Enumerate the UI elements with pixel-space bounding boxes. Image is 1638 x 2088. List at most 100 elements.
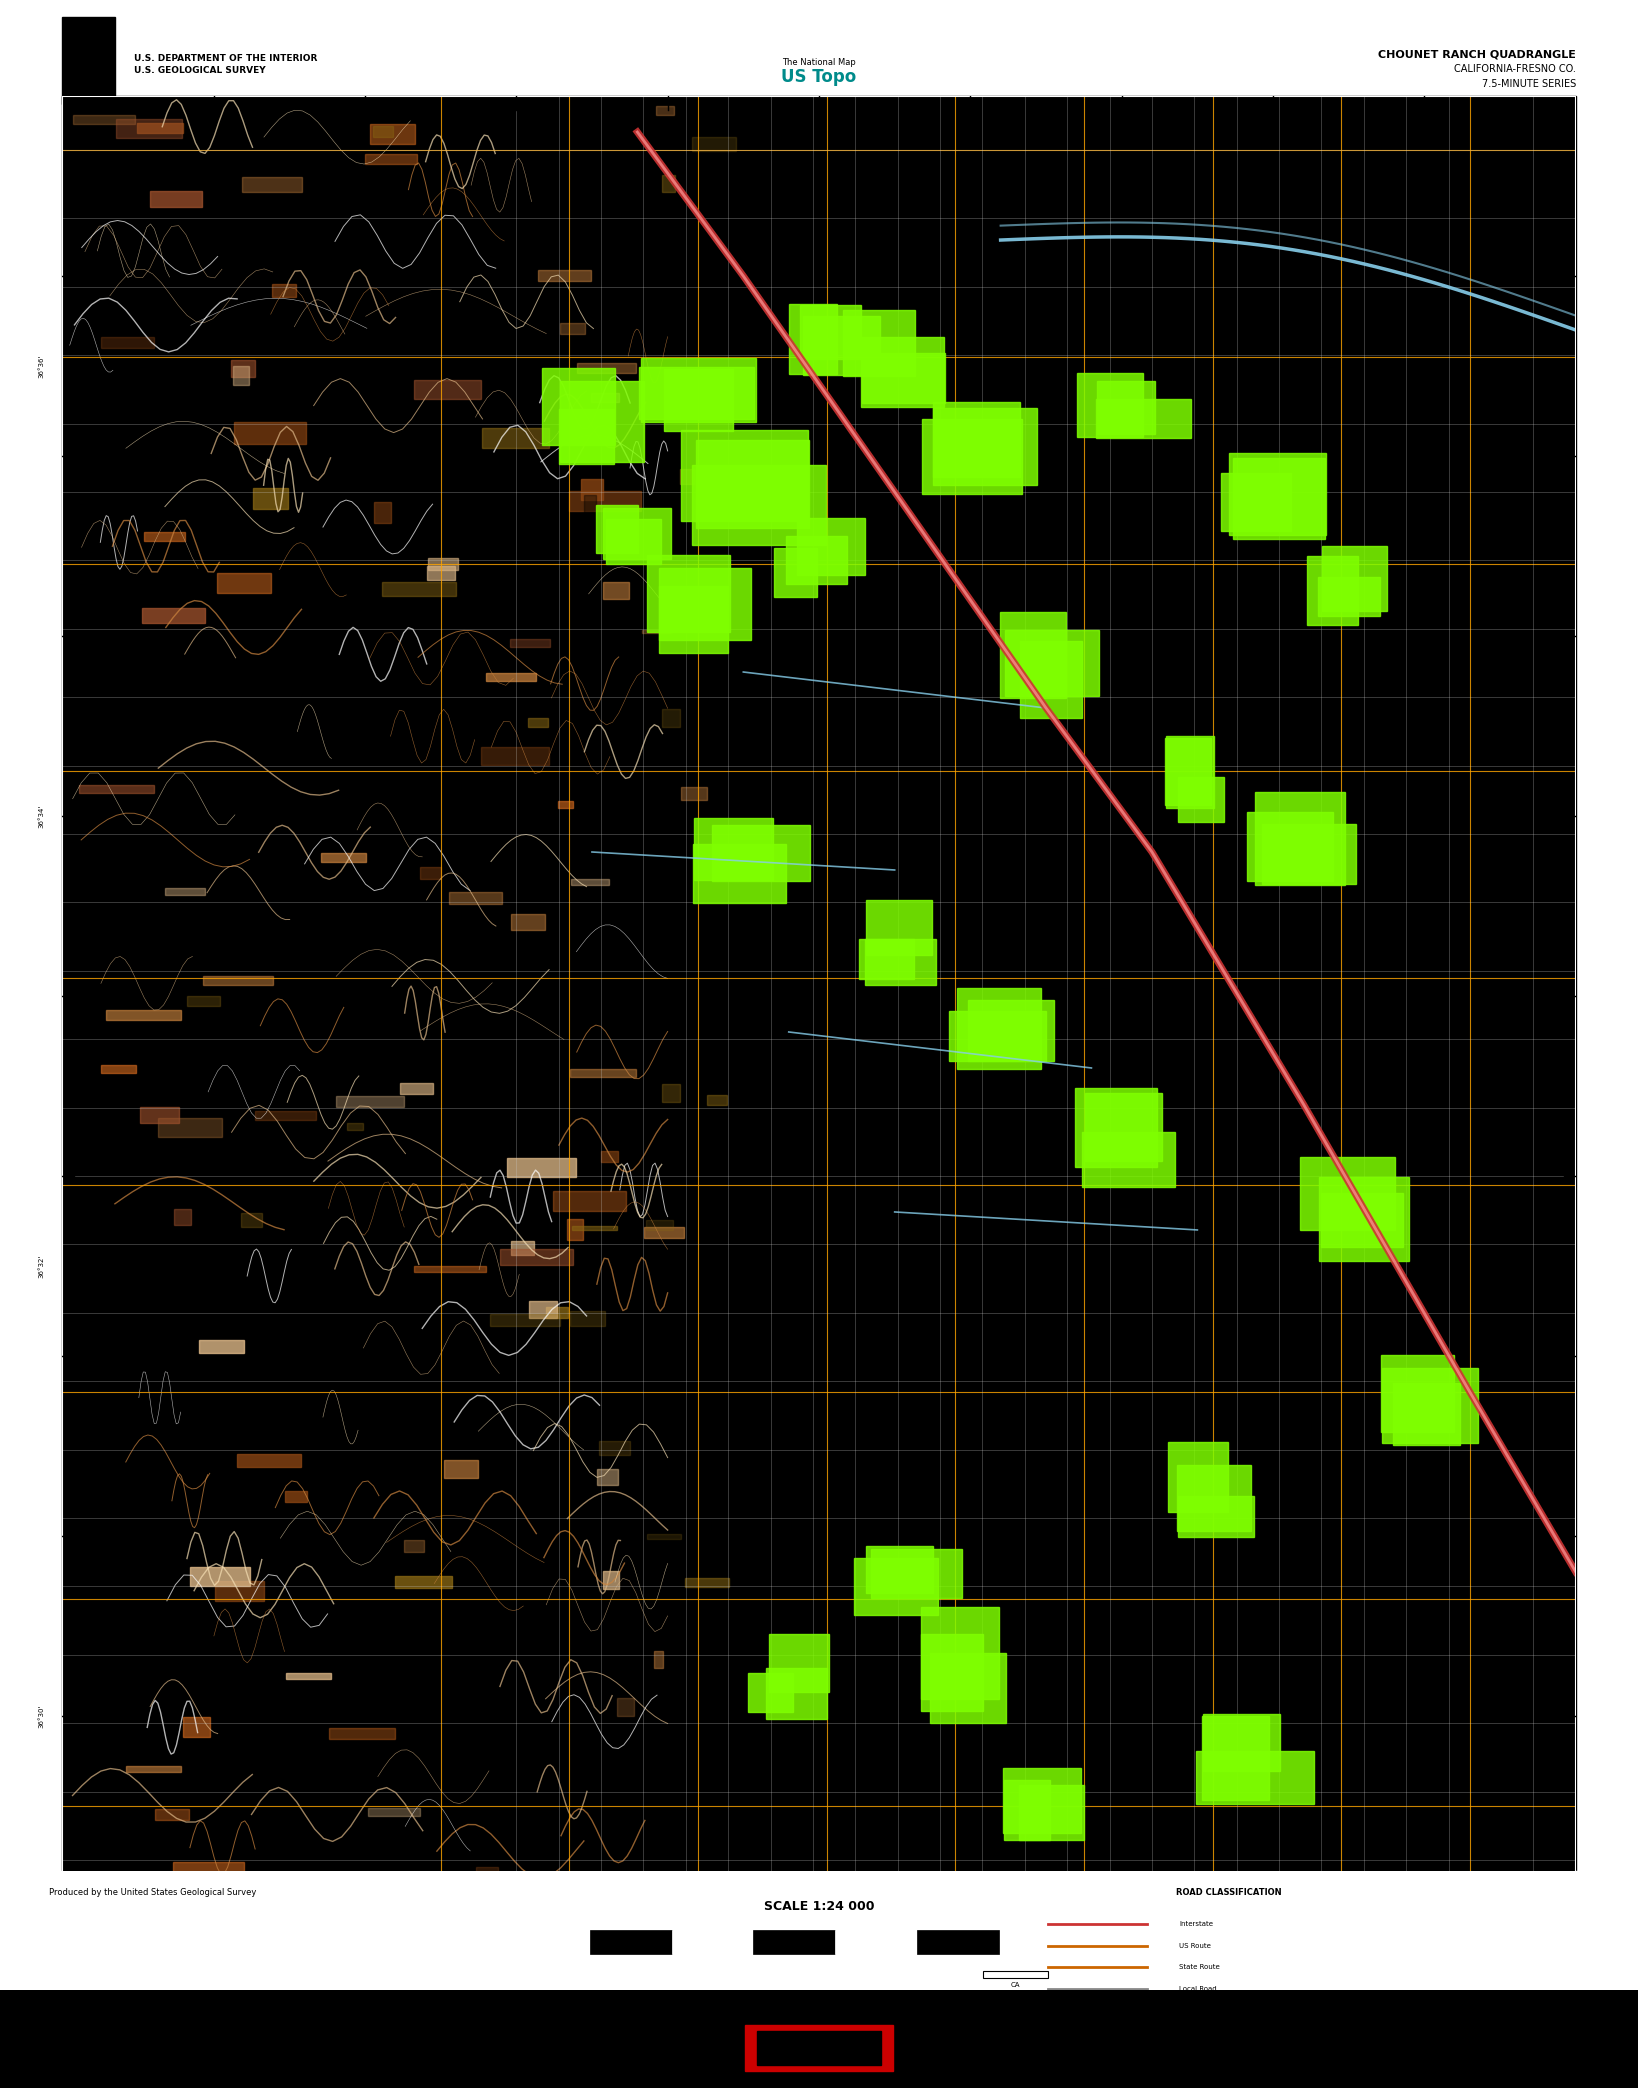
Bar xyxy=(138,123,183,134)
Bar xyxy=(552,1190,626,1211)
Bar xyxy=(511,1240,534,1255)
Text: 119°53': 119°53' xyxy=(578,1917,606,1923)
Bar xyxy=(0,1871,1638,1984)
Bar xyxy=(1075,1088,1158,1167)
Text: CHOUNET RANCH QUADRANGLE: CHOUNET RANCH QUADRANGLE xyxy=(1378,50,1576,58)
Bar xyxy=(347,1123,364,1130)
Bar xyxy=(1019,1785,1084,1840)
Bar xyxy=(693,466,826,545)
Bar xyxy=(370,123,414,144)
Bar xyxy=(1247,812,1332,881)
Bar xyxy=(165,887,205,894)
Bar xyxy=(1228,453,1325,535)
Text: State Route: State Route xyxy=(1179,1965,1220,1971)
Bar xyxy=(790,303,837,374)
Bar xyxy=(775,549,817,597)
Bar xyxy=(106,1011,180,1019)
Bar xyxy=(581,480,603,499)
Bar xyxy=(640,357,755,422)
Bar xyxy=(511,915,545,929)
Bar xyxy=(757,2032,881,2065)
Bar xyxy=(116,119,182,138)
Bar xyxy=(568,491,640,512)
Bar xyxy=(1096,399,1191,438)
Bar xyxy=(1076,374,1143,436)
Bar xyxy=(968,1000,1053,1061)
Bar xyxy=(603,583,629,599)
Bar xyxy=(691,136,735,150)
Bar xyxy=(958,988,1040,1069)
Bar xyxy=(238,1453,301,1466)
Bar xyxy=(636,1363,670,1378)
Bar xyxy=(79,785,154,793)
Bar xyxy=(603,507,670,560)
Bar xyxy=(100,336,154,349)
Bar xyxy=(1381,1355,1455,1432)
Text: U.S. DEPARTMENT OF THE INTERIOR: U.S. DEPARTMENT OF THE INTERIOR xyxy=(134,54,318,63)
Bar xyxy=(242,177,301,192)
Bar xyxy=(215,1581,264,1601)
Bar xyxy=(1263,823,1356,883)
Bar xyxy=(1020,641,1083,718)
Bar xyxy=(1319,1178,1409,1261)
Text: 36°30': 36°30' xyxy=(38,1704,44,1727)
Bar xyxy=(570,1069,636,1077)
Bar xyxy=(867,1545,934,1593)
Bar xyxy=(475,1867,498,1873)
Bar xyxy=(373,501,391,524)
Bar xyxy=(1322,547,1387,612)
Text: CALIFORNIA-FRESNO CO.: CALIFORNIA-FRESNO CO. xyxy=(1455,65,1576,73)
Bar xyxy=(560,324,585,334)
Bar xyxy=(252,489,288,509)
Bar xyxy=(1178,1495,1255,1537)
Bar xyxy=(143,608,205,622)
Bar xyxy=(1255,791,1345,885)
Bar xyxy=(555,1727,570,1737)
Bar xyxy=(1178,777,1224,823)
Bar xyxy=(606,1888,636,1900)
Bar xyxy=(233,365,249,384)
Bar xyxy=(662,1084,680,1102)
Bar xyxy=(950,1011,1047,1061)
Bar xyxy=(1202,1716,1269,1800)
Bar xyxy=(662,175,675,192)
Text: 119°49': 119°49' xyxy=(1335,1917,1363,1923)
Bar xyxy=(537,1854,568,1862)
Text: US Route: US Route xyxy=(1179,1942,1210,1948)
Bar xyxy=(272,284,296,296)
Bar xyxy=(1319,576,1381,616)
Bar xyxy=(632,301,644,315)
Bar xyxy=(570,879,609,885)
Bar xyxy=(644,1228,685,1238)
Bar xyxy=(865,940,937,986)
Bar xyxy=(139,1107,179,1123)
Bar xyxy=(749,1672,793,1712)
Bar xyxy=(172,1862,244,1875)
Bar xyxy=(862,336,943,407)
Bar xyxy=(786,537,847,585)
Bar xyxy=(557,1004,567,1017)
Bar xyxy=(591,393,619,401)
Bar xyxy=(365,155,416,163)
Bar xyxy=(527,718,547,727)
Bar xyxy=(606,520,662,564)
Bar xyxy=(336,1096,405,1107)
Text: 36°34': 36°34' xyxy=(38,804,44,827)
Bar xyxy=(1097,380,1155,434)
Bar xyxy=(654,1652,663,1668)
Bar xyxy=(490,1313,560,1326)
Bar xyxy=(799,305,862,359)
Bar xyxy=(542,367,614,445)
Bar xyxy=(1165,737,1210,806)
Bar xyxy=(1083,1132,1174,1186)
Bar xyxy=(218,572,272,593)
Bar xyxy=(529,1301,557,1318)
Bar xyxy=(803,317,880,376)
Bar xyxy=(922,420,1022,493)
Text: 7.5-MINUTE SERIES: 7.5-MINUTE SERIES xyxy=(1481,79,1576,88)
Bar xyxy=(500,1249,573,1265)
Bar xyxy=(560,382,644,461)
Bar xyxy=(373,125,393,136)
Bar xyxy=(680,470,695,484)
Bar xyxy=(444,1460,478,1478)
